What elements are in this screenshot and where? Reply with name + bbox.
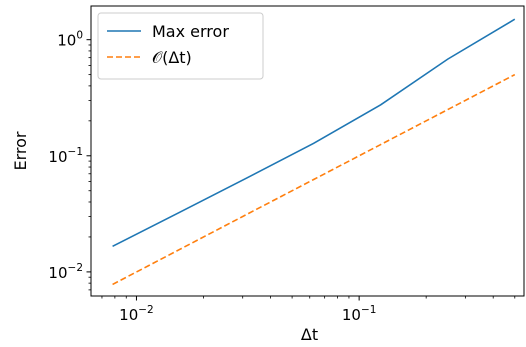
series-layer bbox=[112, 18, 516, 286]
legend: Max error 𝒪(Δt) bbox=[97, 12, 264, 80]
tick-base: 10 bbox=[342, 306, 361, 324]
x-axis-label: Δt bbox=[301, 325, 318, 344]
legend-label-0: Max error bbox=[152, 22, 229, 41]
plot-frame bbox=[90, 5, 525, 297]
legend-label-1: 𝒪(Δt) bbox=[152, 48, 192, 67]
tick-exponent: −1 bbox=[68, 146, 83, 158]
tick-base: 10 bbox=[57, 32, 76, 50]
tick-base: 10 bbox=[119, 306, 138, 324]
y-axis-label: Error bbox=[11, 131, 30, 170]
tick-exponent: −2 bbox=[138, 304, 153, 316]
series-line-0 bbox=[112, 18, 516, 248]
tick-exponent: −2 bbox=[68, 262, 83, 274]
y-tick-label: 10−1 bbox=[48, 146, 83, 166]
x-tick-label: 10−2 bbox=[119, 304, 154, 324]
tick-base: 10 bbox=[48, 264, 67, 282]
tick-base: 10 bbox=[48, 148, 67, 166]
series-line-1 bbox=[112, 73, 516, 286]
tick-exponent: 0 bbox=[76, 30, 83, 42]
y-tick-label: 10−2 bbox=[48, 262, 83, 282]
x-tick-label: 10−1 bbox=[342, 304, 377, 324]
y-tick-label: 100 bbox=[57, 30, 83, 50]
legend-box bbox=[97, 12, 264, 80]
x-axis-label-delta: Δt bbox=[301, 325, 318, 344]
tick-exponent: −1 bbox=[361, 304, 376, 316]
